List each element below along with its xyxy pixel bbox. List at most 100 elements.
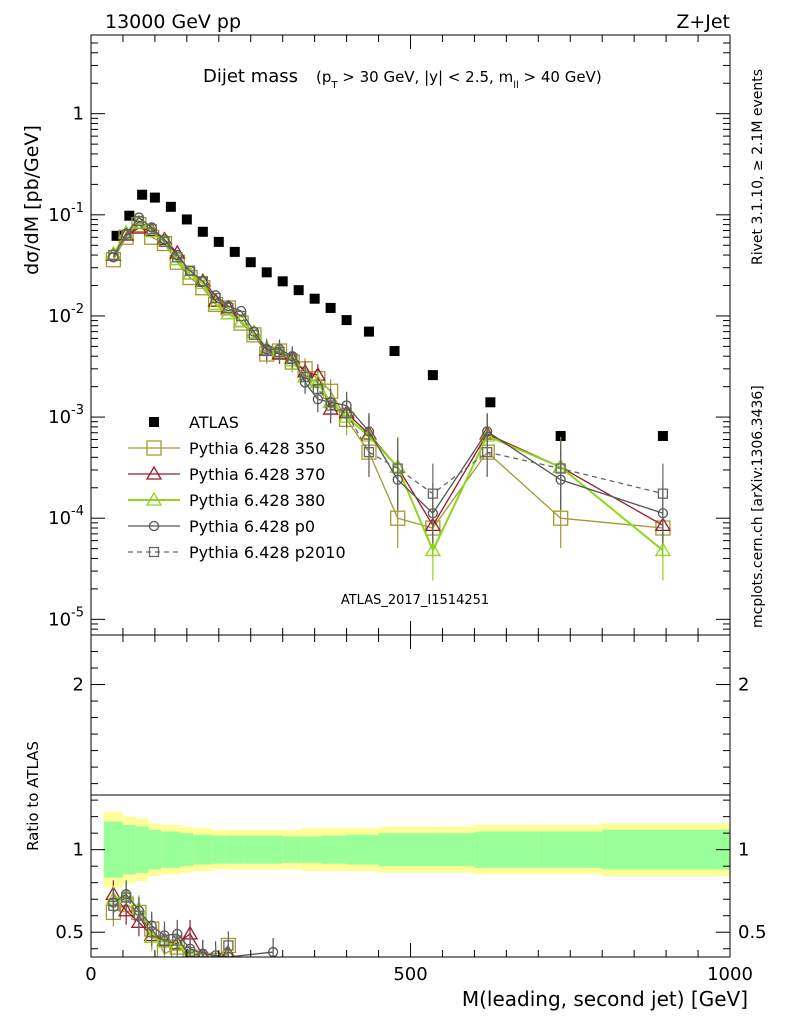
data-point <box>137 189 148 200</box>
y-tick-label: 1 <box>73 104 84 125</box>
data-point <box>654 542 672 557</box>
data-point <box>555 430 566 441</box>
band-inner-bin <box>212 835 226 864</box>
ratio-point <box>223 940 234 951</box>
data-point <box>392 463 403 474</box>
ratio-point <box>118 902 135 917</box>
band-inner-bin <box>538 831 603 868</box>
band-inner-bin <box>321 835 347 864</box>
data-point <box>293 285 304 296</box>
legend-label-data: ATLAS <box>189 413 239 432</box>
ratio-line-370 <box>112 893 229 957</box>
data-point <box>341 315 352 326</box>
series-data <box>111 189 668 441</box>
data-point <box>485 397 496 408</box>
ratio-series <box>105 880 279 972</box>
data-point <box>427 488 439 499</box>
data-point <box>246 327 262 343</box>
data-point <box>245 324 263 339</box>
ratio-frame <box>90 634 731 958</box>
data-point <box>261 345 272 357</box>
y-tick-label: 10-1 <box>48 201 84 226</box>
data-point <box>245 257 256 268</box>
ratio-point <box>196 958 210 972</box>
legend-marker-p2010 <box>148 546 160 558</box>
data-point <box>181 214 192 225</box>
header-energy: 13000 GeV pp <box>105 11 241 33</box>
ratio-band <box>103 811 730 888</box>
legend: ATLAS Pythia 6.428 350 Pythia 6.428 370 Pyt… <box>128 413 346 562</box>
y-tick-label: 10-5 <box>48 605 84 630</box>
data-point <box>172 252 183 263</box>
data-point <box>130 219 148 234</box>
plot-title-main: Dijet mass <box>203 66 298 87</box>
data-point <box>390 510 406 526</box>
ratio-plot: 0 500 1000 0.5 0.5 1 1 2 2 Ratio to ATLAS M(lead… <box>24 634 767 1011</box>
band-inner-bin <box>161 831 181 868</box>
ratio-axes: 0 500 1000 0.5 0.5 1 1 2 2 <box>55 635 767 985</box>
legend-marker-p0 <box>148 520 160 532</box>
ratio-series-p2010 <box>108 883 234 957</box>
data-point <box>229 246 240 257</box>
data-point <box>427 370 438 381</box>
main-ylabel: dσ/dM [pb/GeV] <box>21 125 43 275</box>
data-point <box>657 488 669 499</box>
x-tick-label: 1000 <box>707 964 753 985</box>
legend-label-350: Pythia 6.428 350 <box>189 439 325 458</box>
data-point <box>165 201 176 212</box>
legend-label-p0: Pythia 6.428 p0 <box>189 517 315 536</box>
data-point <box>184 265 196 276</box>
data-point <box>248 329 260 341</box>
main-frame <box>90 34 731 636</box>
data-point <box>274 346 285 358</box>
band-inner-bin <box>103 821 123 878</box>
y-tick-label: 10-3 <box>48 403 84 428</box>
ratio-point <box>120 892 132 903</box>
data-point <box>194 275 211 290</box>
ratio-point <box>215 956 216 957</box>
data-point <box>657 430 668 441</box>
legend-label-p2010: Pythia 6.428 p2010 <box>189 543 346 562</box>
data-point <box>197 276 208 287</box>
data-point <box>424 542 441 557</box>
plot-title-sub: (pT > 30 GeV, |y| < 2.5, mll > 40 GeV) <box>316 68 602 91</box>
data-point <box>309 293 320 304</box>
main-series <box>105 189 672 581</box>
band-inner-bin <box>378 833 411 867</box>
data-point <box>325 400 336 411</box>
data-point <box>287 353 298 364</box>
data-point <box>299 371 311 382</box>
band-inner-bin <box>148 829 162 870</box>
x-tick-label: 0 <box>85 964 96 985</box>
band-inner-bin <box>442 833 475 867</box>
data-point <box>236 310 247 322</box>
band-inner-bin <box>122 824 136 875</box>
side-mcplots: mcplots.cern.ch [arXiv:1306.3436] <box>750 385 766 628</box>
data-point <box>555 463 566 474</box>
ratio-point <box>197 951 208 957</box>
ratio-y-tick-label-right: 2 <box>738 675 749 696</box>
plot-title: Dijet mass (pT > 30 GeV, |y| < 2.5, mll … <box>203 66 602 91</box>
data-point <box>341 407 352 419</box>
data-point <box>363 326 374 337</box>
data-point <box>261 267 272 278</box>
data-point <box>482 446 493 458</box>
legend-marker-350 <box>146 440 162 456</box>
ratio-point <box>172 935 183 946</box>
band-inner-bin <box>225 835 245 864</box>
data-point <box>207 296 224 311</box>
y-tick-label: 10-2 <box>48 302 84 327</box>
band-inner-bin <box>474 831 539 868</box>
data-point <box>197 226 208 237</box>
band-inner-bin <box>410 833 443 867</box>
legend-label-380: Pythia 6.428 380 <box>189 491 325 510</box>
data-point <box>149 192 160 203</box>
x-tick-label: 500 <box>393 964 427 985</box>
data-point <box>213 236 224 247</box>
data-point <box>363 446 375 458</box>
ratio-point <box>146 927 157 938</box>
header-process: Z+Jet <box>676 11 730 33</box>
ratio-y-tick-label-right: 1 <box>738 840 749 861</box>
ratio-point <box>133 910 145 921</box>
ratio-y-tick-label-right: 0.5 <box>738 922 767 943</box>
